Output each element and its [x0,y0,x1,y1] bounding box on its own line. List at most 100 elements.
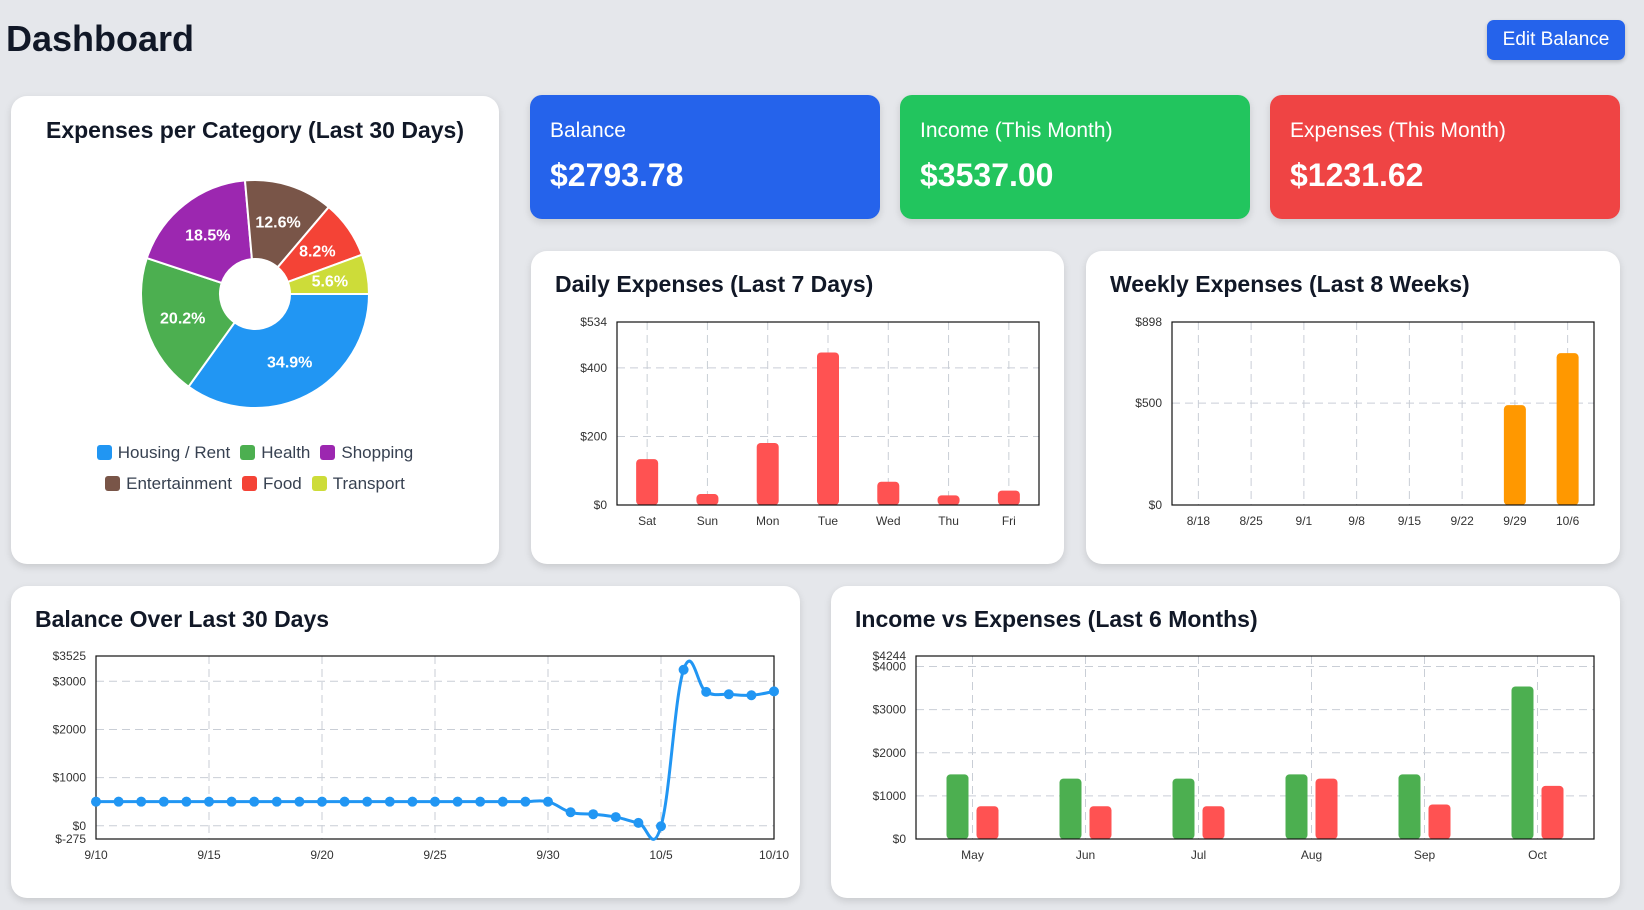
bar [756,442,779,505]
chart-title: Expenses per Category (Last 30 Days) [45,117,464,143]
expense-bar [1089,806,1112,839]
y-tick-label: $400 [580,361,607,375]
balance-value: $2793.78 [550,157,684,193]
income-bar [1285,774,1308,839]
x-tick-label: 9/30 [536,848,560,862]
expense-bar [1202,806,1225,839]
legend-swatch [105,476,121,491]
balance-card: Balance $2793.78 [530,95,880,219]
x-tick-label: Oct [1528,848,1547,862]
balance-label: Balance [550,119,626,142]
data-point [746,690,757,701]
data-point [317,796,327,807]
bar [696,494,719,505]
x-tick-label: 9/29 [1503,514,1527,528]
y-tick-label: $1000 [873,789,907,803]
legend-label: Food [262,474,302,493]
legend-swatch [96,445,112,460]
slice-data-label: 18.5% [185,227,230,244]
pie-slice [243,179,331,269]
x-tick-label: Thu [938,514,959,528]
x-tick-label: 10/5 [649,848,673,862]
income-bar [1511,686,1534,839]
data-point [271,796,282,807]
legend-swatch [320,445,336,460]
y-tick-label: $534 [580,315,607,329]
data-point [656,821,666,832]
legend-item: Transport [311,474,405,494]
expense-bar [1428,804,1451,839]
y-tick-label: $898 [1135,315,1162,329]
x-tick-label: 10/6 [1556,514,1580,528]
y-tick-label: $3000 [53,674,87,688]
plot-border [616,321,1040,506]
weekly-expenses-chart: $0 $500 $898 8/18 8/25 9/1 9/8 9/15 9/22 9/29 10/6 [1135,315,1595,528]
legend-swatch [241,476,257,491]
expense-bar [1541,785,1564,839]
y-tick-label: $500 [1135,396,1162,410]
bar [937,495,960,505]
slice-data-label: 8.2% [299,243,335,260]
data-point [452,796,463,807]
data-point [181,796,192,807]
x-tick-label: 9/15 [1398,514,1422,528]
data-point [158,796,169,807]
income-card: Income (This Month) $3537.00 [900,95,1250,219]
income-vs-expenses-chart: $0 $1000 $2000 $3000 $4000$4244 May Jun Jul Aug S… [873,649,1595,862]
category-pie-chart: 34.9% 20.2% 18.5% 12.6% 8.2% 5.6% [140,179,371,409]
legend-label: Entertainment [126,474,232,493]
x-tick-label: 9/20 [310,848,334,862]
legend-label: Shopping [341,443,414,462]
x-tick-label: 9/15 [197,848,221,862]
data-point [407,796,418,807]
data-point [588,809,599,820]
chart-title: Daily Expenses (Last 7 Days) [555,271,874,297]
x-tick-label: 9/10 [84,848,108,862]
data-point [610,812,621,823]
pie-slice [145,179,254,285]
edit-balance-button[interactable]: Edit Balance [1487,20,1625,60]
weekly-expenses-card: Weekly Expenses (Last 8 Weeks) $0 $500 $89… [1086,251,1620,564]
chart-title: Balance Over Last 30 Days [35,606,330,632]
legend-swatch [311,476,327,491]
data-point [633,817,644,828]
x-tick-label: 9/25 [423,848,447,862]
expenses-value: $1231.62 [1290,157,1424,193]
x-tick-label: Fri [1002,514,1016,528]
bar [877,481,900,505]
bar [1503,405,1526,505]
y-tick-label: $200 [580,429,607,443]
daily-expenses-chart: $0 $200 $400 $534 Sat Sun Mon Tue Wed Thu Fri [580,315,1040,528]
expenses-label: Expenses (This Month) [1290,119,1506,142]
legend-item: Health [240,443,310,463]
x-tick-label: 8/18 [1187,514,1211,528]
x-tick-label: Aug [1301,848,1322,862]
data-point [226,796,237,807]
slice-data-label: 20.2% [160,310,205,327]
data-point [339,796,350,807]
pie-slice [187,293,371,409]
data-point [384,796,395,807]
x-tick-label: 9/1 [1296,514,1313,528]
x-tick-label: Mon [756,514,779,528]
y-tick-label: $0 [73,819,87,833]
income-value: $3537.00 [920,157,1054,193]
x-tick-label: Sep [1414,848,1436,862]
x-tick-label: Jul [1191,848,1206,862]
data-point [362,796,373,807]
category-pie-card: Expenses per Category (Last 30 Days) 34.… [11,96,499,564]
data-point [430,796,440,807]
data-point [136,796,147,807]
data-point [678,664,689,675]
y-tick-label: $2000 [873,746,907,760]
bar [636,459,659,505]
data-point [475,796,486,807]
legend-item: Food [241,474,302,494]
data-point [294,796,305,807]
expense-bar [1315,778,1338,839]
data-point [543,796,553,807]
bar [817,352,839,505]
y-tick-label: $0 [594,498,608,512]
plot-border [915,655,1595,840]
income-bar [946,774,969,839]
